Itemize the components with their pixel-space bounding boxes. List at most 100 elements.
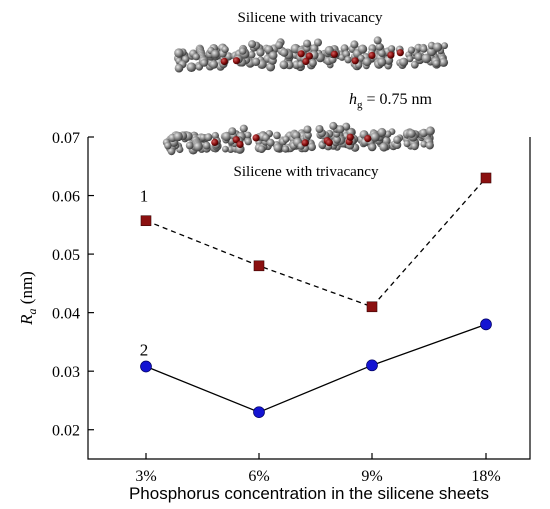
dopant-atom <box>330 50 338 58</box>
y-axis-label: Ra (nm) <box>17 271 39 326</box>
series-2: 2 <box>140 318 492 419</box>
series-layer: 12 <box>140 172 492 419</box>
atom <box>393 135 402 144</box>
atom <box>222 145 229 153</box>
atom <box>406 55 414 63</box>
dopant-atom <box>305 52 313 60</box>
dopant-atom <box>325 139 333 147</box>
atom <box>273 143 283 153</box>
atom <box>193 141 203 152</box>
x-axis-label: Phosphorus concentration in the silicene… <box>129 484 489 503</box>
data-point <box>253 406 265 419</box>
y-tick-label: 0.02 <box>52 423 80 440</box>
atom <box>350 40 359 49</box>
silicene-sheet-top <box>174 36 449 73</box>
atom <box>358 44 368 54</box>
atom <box>173 131 183 142</box>
atom <box>414 52 423 61</box>
gap-label-symbol: h <box>349 91 357 108</box>
atom <box>425 141 434 150</box>
x-axis: 3% 6% 9% 18% <box>135 453 501 485</box>
dopant-atom <box>297 50 305 58</box>
dopant-atom <box>364 135 372 143</box>
dopant-atom <box>346 133 354 141</box>
atom <box>407 46 415 54</box>
atom <box>303 125 312 134</box>
series-line <box>145 323 487 413</box>
atom <box>211 49 220 59</box>
atom <box>199 133 207 142</box>
series-line <box>145 177 487 308</box>
x-tick-label: 3% <box>135 468 156 485</box>
atom <box>174 48 184 58</box>
atom <box>368 143 377 152</box>
atom <box>357 54 365 62</box>
atom <box>420 140 428 148</box>
plot-frame <box>87 137 531 460</box>
atom <box>164 142 172 150</box>
silicene-sheet-bottom <box>162 121 435 156</box>
atom <box>370 132 380 142</box>
y-axis-label-sub: a <box>25 308 39 314</box>
dopant-atom <box>396 49 404 57</box>
atom <box>268 51 278 60</box>
atom <box>403 140 411 148</box>
atom <box>329 121 338 130</box>
atom <box>388 45 396 53</box>
gap-label-value: = 0.75 nm <box>363 91 433 108</box>
atom <box>244 137 252 146</box>
atom <box>248 40 257 49</box>
inset-top-caption: Silicene with trivacancy <box>238 10 383 26</box>
atom <box>375 42 384 51</box>
atom <box>333 135 341 144</box>
atom <box>209 60 218 69</box>
atom <box>228 127 237 136</box>
atom <box>419 128 428 138</box>
atom <box>186 62 197 72</box>
atom <box>202 141 211 150</box>
atom <box>244 131 252 139</box>
dopant-atom <box>302 57 310 66</box>
atom <box>200 59 208 67</box>
dopant-atom <box>252 134 260 142</box>
atom <box>174 63 184 73</box>
atom <box>273 131 281 140</box>
data-point <box>366 359 378 372</box>
atom <box>377 57 387 67</box>
atom <box>221 45 229 54</box>
atom <box>275 41 284 50</box>
dopant-atom <box>236 140 244 149</box>
atom <box>432 59 441 68</box>
atom <box>185 141 194 150</box>
dopant-atom <box>232 136 240 144</box>
y-tick-label: 0.04 <box>52 306 80 323</box>
inset-bottom-caption: Silicene with trivacancy <box>234 164 379 180</box>
atom <box>307 142 316 152</box>
atom <box>377 127 387 137</box>
data-point <box>140 215 152 227</box>
atom <box>256 48 265 57</box>
atom <box>310 44 319 53</box>
dopant-atom <box>211 138 219 146</box>
y-tick-label: 0.05 <box>52 247 80 264</box>
dopant-atom <box>351 57 359 65</box>
dopant-atom <box>220 57 228 65</box>
atom <box>247 51 256 59</box>
atom <box>379 142 389 152</box>
x-tick-label: 9% <box>361 468 382 485</box>
gap-label-sub: g <box>357 99 363 111</box>
atom <box>407 129 416 138</box>
data-point <box>480 318 492 331</box>
atom <box>291 131 301 140</box>
atom <box>222 131 232 142</box>
atom <box>433 42 443 52</box>
y-tick-label: 0.03 <box>52 364 80 381</box>
atom <box>373 36 382 45</box>
atom <box>282 136 290 143</box>
atom <box>167 147 176 156</box>
x-tick-label: 18% <box>471 468 500 485</box>
chart: 0.020.030.040.050.060.07 3% 6% 9% 18% 12 Ra… <box>17 130 531 503</box>
data-point <box>480 172 492 184</box>
atom <box>378 49 386 57</box>
